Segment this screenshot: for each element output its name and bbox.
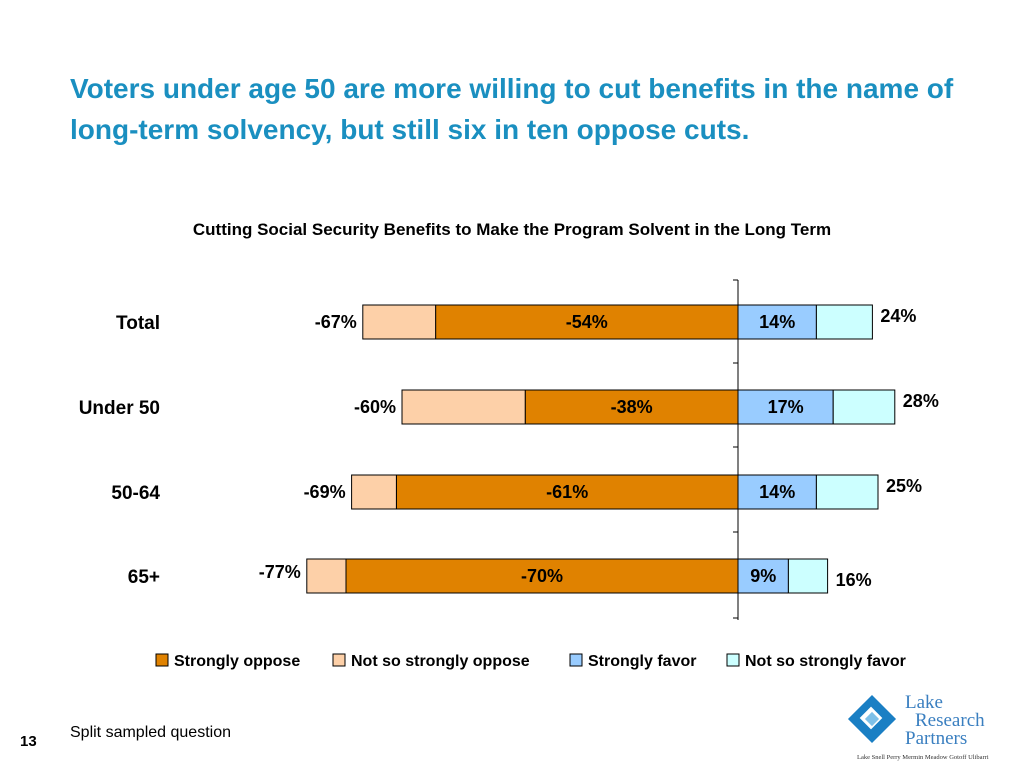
data-label-total-favor: 16% — [836, 570, 872, 590]
legend-label: Not so strongly oppose — [351, 653, 530, 670]
data-label-total-oppose: -77% — [259, 562, 301, 582]
logo-partner-names: Lake Snell Perry Mermin Meadow Gotoff Ul… — [857, 754, 989, 761]
puzzle-logo-icon — [847, 694, 897, 744]
category-label: 65+ — [128, 567, 160, 588]
data-label-total-favor: 24% — [880, 306, 916, 326]
data-label-total-favor: 25% — [886, 476, 922, 496]
bar-not-so-strongly-oppose — [306, 558, 347, 594]
data-label-strongly-oppose: -38% — [611, 397, 653, 417]
chart-title: Cutting Social Security Benefits to Make… — [192, 220, 832, 239]
data-label-strongly-oppose: -70% — [521, 566, 563, 586]
company-logo: Lake Research Partners Lake Snell Perry … — [845, 690, 1015, 764]
data-label-strongly-favor: 17% — [768, 397, 804, 417]
data-label-strongly-oppose: -54% — [566, 312, 608, 332]
bar-not-so-strongly-favor — [832, 389, 896, 425]
bar-strongly-oppose — [524, 389, 739, 425]
bar-not-so-strongly-oppose — [351, 474, 397, 510]
data-label-strongly-favor: 14% — [759, 482, 795, 502]
legend-swatch — [155, 653, 169, 667]
legend-swatch — [726, 653, 740, 667]
legend-swatch — [569, 653, 583, 667]
data-label-total-oppose: -67% — [315, 312, 357, 332]
bar-not-so-strongly-favor — [815, 304, 873, 340]
bar-strongly-oppose — [395, 474, 739, 510]
data-label-total-oppose: -69% — [304, 482, 346, 502]
legend-label: Not so strongly favor — [745, 653, 906, 670]
category-label: Total — [116, 313, 160, 334]
category-label: Under 50 — [79, 398, 160, 419]
chart: Total -54% 14% -67% 24% Under 50 -38% 17% -60% 28… — [79, 279, 939, 670]
bar-strongly-oppose — [435, 304, 739, 340]
page-number: 13 — [20, 733, 37, 750]
footnote: Split sampled question — [70, 724, 231, 741]
data-label-strongly-favor: 9% — [750, 566, 776, 586]
bar-not-so-strongly-oppose — [401, 389, 526, 425]
legend-label: Strongly favor — [588, 653, 696, 670]
logo-wordmark: Lake Research Partners — [905, 692, 985, 749]
bar-not-so-strongly-favor — [787, 558, 829, 594]
slide-headline: Voters under age 50 are more willing to … — [70, 73, 954, 145]
data-label-total-oppose: -60% — [354, 397, 396, 417]
data-label-strongly-favor: 14% — [759, 312, 795, 332]
category-label: 50-64 — [111, 483, 160, 504]
data-label-strongly-oppose: -61% — [546, 482, 588, 502]
bar-not-so-strongly-favor — [815, 474, 879, 510]
legend-swatch — [332, 653, 346, 667]
legend-label: Strongly oppose — [174, 653, 300, 670]
bar-not-so-strongly-oppose — [362, 304, 437, 340]
data-label-total-favor: 28% — [903, 391, 939, 411]
bar-strongly-oppose — [345, 558, 739, 594]
